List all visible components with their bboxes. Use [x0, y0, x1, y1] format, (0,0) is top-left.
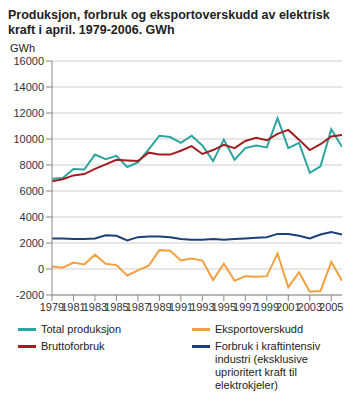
svg-text:2001: 2001: [276, 300, 301, 313]
html-text:GWh: GWh: [10, 42, 36, 54]
svg-text:1983: 1983: [82, 300, 108, 313]
svg-text:1993: 1993: [190, 300, 215, 313]
svg-text:2000: 2000: [20, 237, 44, 249]
html-text:Produksjon, forbruk og eksport: Produksjon, forbruk og eksportoverskudd …: [8, 8, 330, 37]
html-text:Forbruk i kraftintensiv indust: Forbruk i kraftintensiv industri (eksklu…: [215, 340, 321, 391]
svg-text:12000: 12000: [13, 107, 44, 119]
svg-text:1995: 1995: [211, 300, 237, 313]
html-text:Eksportoverskudd: Eksportoverskudd: [215, 323, 303, 335]
svg-text:4000: 4000: [20, 211, 44, 223]
svg-text:14000: 14000: [13, 81, 44, 93]
svg-text:1981: 1981: [61, 300, 86, 313]
svg-text:0: 0: [38, 263, 44, 275]
svg-text:10000: 10000: [13, 133, 44, 145]
html-text:Total produksjon: Total produksjon: [41, 323, 122, 335]
svg-text:16000: 16000: [13, 55, 44, 67]
svg-text:6000: 6000: [20, 185, 44, 197]
svg-text:1999: 1999: [254, 300, 280, 313]
svg-text:8000: 8000: [20, 159, 44, 171]
svg-text:1979: 1979: [39, 300, 65, 313]
html-text:Bruttoforbruk: Bruttoforbruk: [41, 340, 105, 352]
svg-text:2003: 2003: [297, 300, 322, 313]
svg-text:1985: 1985: [104, 300, 129, 313]
svg-text:1991: 1991: [168, 300, 194, 313]
svg-text:2005: 2005: [319, 301, 343, 313]
svg-text:-2000: -2000: [16, 289, 44, 301]
svg-text:1987: 1987: [125, 300, 151, 313]
svg-text:1989: 1989: [147, 300, 172, 313]
svg-text:1997: 1997: [233, 300, 258, 313]
